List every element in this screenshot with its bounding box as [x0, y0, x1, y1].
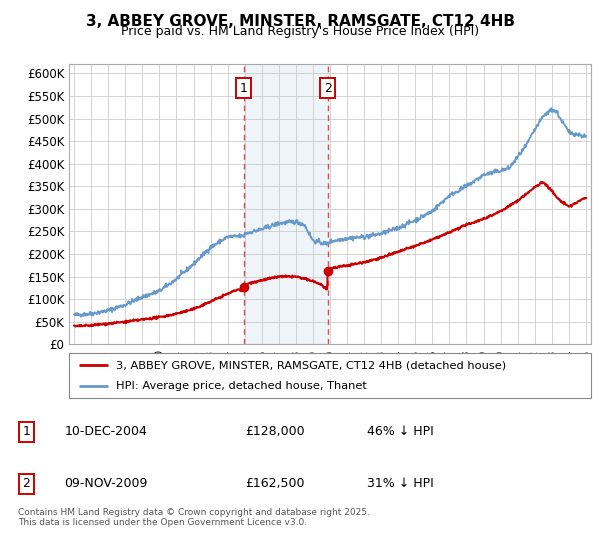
Text: 09-NOV-2009: 09-NOV-2009: [64, 477, 148, 490]
Text: HPI: Average price, detached house, Thanet: HPI: Average price, detached house, Than…: [116, 381, 367, 391]
Text: £162,500: £162,500: [245, 477, 304, 490]
Text: 1: 1: [240, 82, 248, 95]
Text: 46% ↓ HPI: 46% ↓ HPI: [367, 426, 434, 438]
Text: 3, ABBEY GROVE, MINSTER, RAMSGATE, CT12 4HB (detached house): 3, ABBEY GROVE, MINSTER, RAMSGATE, CT12 …: [116, 360, 506, 370]
Text: £128,000: £128,000: [245, 426, 304, 438]
Text: 2: 2: [323, 82, 332, 95]
Text: 2: 2: [23, 477, 31, 490]
Text: Contains HM Land Registry data © Crown copyright and database right 2025.
This d: Contains HM Land Registry data © Crown c…: [18, 508, 370, 528]
Text: Price paid vs. HM Land Registry's House Price Index (HPI): Price paid vs. HM Land Registry's House …: [121, 25, 479, 38]
Text: 10-DEC-2004: 10-DEC-2004: [64, 426, 147, 438]
Text: 3, ABBEY GROVE, MINSTER, RAMSGATE, CT12 4HB: 3, ABBEY GROVE, MINSTER, RAMSGATE, CT12 …: [86, 14, 515, 29]
Text: 31% ↓ HPI: 31% ↓ HPI: [367, 477, 434, 490]
FancyBboxPatch shape: [69, 353, 591, 398]
Bar: [244, 64, 328, 344]
Text: 1: 1: [23, 426, 31, 438]
